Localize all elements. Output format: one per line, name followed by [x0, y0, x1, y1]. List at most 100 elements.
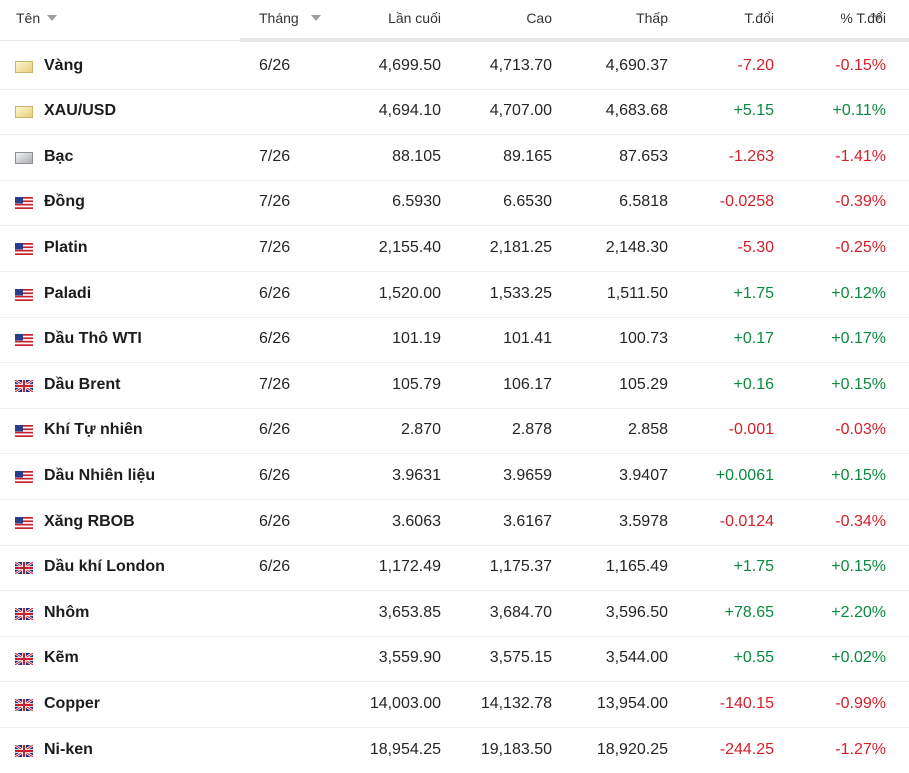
cell: 18,954.25	[369, 740, 441, 758]
cell: 6.5818	[619, 193, 668, 211]
cell: 7/26	[259, 238, 291, 256]
flag-icon	[14, 561, 34, 576]
cell: 2,148.30	[605, 238, 668, 256]
cell: 3.9631	[392, 466, 441, 484]
instrument-name[interactable]: Copper	[44, 694, 100, 712]
row-divider	[0, 134, 909, 136]
change: +0.55	[733, 649, 774, 667]
sort-arrow[interactable]	[873, 15, 883, 21]
change-percent: +0.15%	[831, 558, 886, 576]
cell: 1,520.00	[378, 284, 441, 302]
instrument-name[interactable]: Kẽm	[44, 649, 79, 667]
cell: 105.29	[619, 375, 668, 393]
cell: 4,694.10	[378, 102, 441, 120]
row-divider	[0, 499, 909, 500]
change: +5.15	[733, 102, 774, 120]
cell: 1,533.25	[489, 284, 552, 302]
flag-icon	[15, 196, 33, 210]
change-percent: -1.27%	[835, 740, 886, 758]
row-divider	[0, 590, 909, 592]
column-header[interactable]: Lần cuối	[388, 10, 441, 26]
cell: 6/26	[259, 466, 291, 484]
column-header[interactable]: Tháng	[259, 10, 299, 26]
change-percent: -0.99%	[835, 694, 886, 712]
change-percent: -0.34%	[835, 512, 886, 530]
change-percent: +2.20%	[831, 603, 886, 621]
cell: 1,172.49	[378, 558, 441, 576]
row-divider	[0, 453, 909, 455]
instrument-name[interactable]: Ni-ken	[44, 740, 93, 758]
cell: 3,684.70	[489, 603, 552, 621]
cell: 7/26	[259, 375, 291, 393]
change-percent: +0.15%	[831, 375, 886, 393]
column-header[interactable]: % T.đổi	[840, 10, 886, 26]
flag-icon	[15, 516, 33, 529]
cell: 3,544.00	[605, 649, 668, 667]
cell: 87.653	[619, 147, 668, 165]
change: +78.65	[724, 603, 774, 621]
instrument-name[interactable]: Vàng	[44, 56, 84, 74]
flag-icon	[14, 606, 34, 621]
instrument-name[interactable]: Dầu Brent	[44, 375, 121, 393]
row-divider	[0, 544, 909, 546]
cell: 3.9659	[503, 466, 552, 484]
column-header[interactable]: Thấp	[636, 10, 668, 26]
cell: 1,165.49	[605, 558, 668, 576]
column-header[interactable]: Tên	[16, 10, 41, 26]
cell: 3.5978	[619, 512, 668, 530]
cell: 2,181.25	[489, 238, 552, 256]
instrument-name[interactable]: Dầu khí London	[44, 558, 165, 576]
instrument-name[interactable]: Paladi	[44, 284, 92, 302]
flag-icon	[14, 697, 34, 712]
cell: 6/26	[259, 558, 291, 576]
change: +0.17	[733, 330, 774, 348]
cell: 19,183.50	[480, 740, 552, 758]
flag-icon	[14, 743, 34, 758]
instrument-name[interactable]: Platin	[44, 238, 88, 256]
change: +0.16	[733, 375, 774, 393]
change: -7.20	[737, 56, 774, 74]
cell: 101.19	[392, 330, 441, 348]
cell: 89.165	[503, 147, 552, 165]
cell: 3,575.15	[489, 649, 552, 667]
sort-arrow[interactable]	[47, 15, 57, 21]
cell: 3,653.85	[378, 603, 441, 621]
cell: 18,920.25	[596, 740, 668, 758]
column-header[interactable]: Cao	[526, 10, 552, 26]
change: +0.0061	[715, 466, 774, 484]
change: -0.0124	[719, 512, 774, 530]
change-percent: +0.11%	[832, 102, 886, 120]
instrument-name[interactable]: Xăng RBOB	[44, 512, 135, 530]
row-divider	[0, 362, 909, 364]
change: -0.001	[728, 421, 774, 439]
change: -244.25	[719, 740, 774, 758]
cell: 7/26	[259, 193, 291, 211]
row-divider	[0, 635, 909, 637]
column-header[interactable]: T.đổi	[744, 10, 774, 26]
cell: 2.870	[400, 421, 441, 439]
change: +1.75	[733, 558, 774, 576]
instrument-name[interactable]: Dầu Nhiên liệu	[44, 466, 156, 484]
instrument-name[interactable]: Nhôm	[44, 603, 90, 621]
change: -140.15	[719, 694, 774, 712]
row-divider	[0, 407, 909, 409]
change-percent: -1.41%	[835, 147, 886, 165]
cell: 1,511.50	[606, 284, 668, 302]
cell: 6/26	[259, 284, 291, 302]
cell: 88.105	[392, 147, 441, 165]
cell: 4,699.50	[378, 56, 441, 74]
instrument-name[interactable]: Đồng	[44, 193, 85, 211]
change-percent: -0.39%	[835, 193, 886, 211]
flag-icon	[14, 378, 34, 393]
cell: 6/26	[259, 56, 291, 74]
instrument-name[interactable]: Dầu Thô WTI	[44, 330, 142, 348]
cell: 14,003.00	[369, 694, 441, 712]
row-divider	[0, 88, 909, 90]
instrument-name[interactable]: Khí Tự nhiên	[44, 421, 143, 439]
instrument-name[interactable]: Bạc	[44, 147, 74, 165]
cell: 101.41	[503, 330, 552, 348]
sort-arrow[interactable]	[311, 15, 321, 21]
change-percent: -0.25%	[835, 238, 886, 256]
instrument-name[interactable]: XAU/USD	[44, 102, 117, 120]
